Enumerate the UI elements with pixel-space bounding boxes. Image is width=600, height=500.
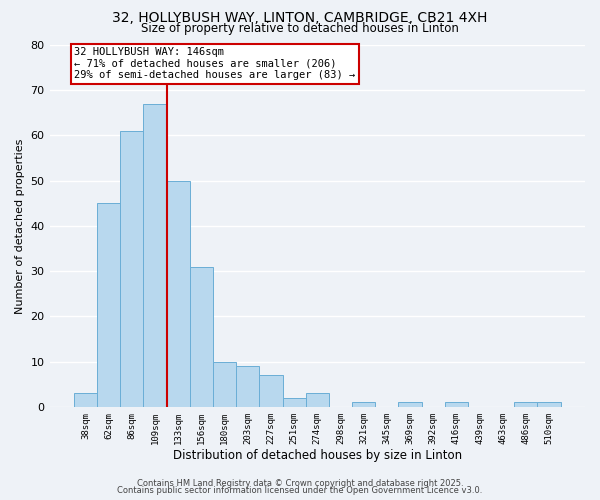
Bar: [398, 402, 422, 407]
Bar: [167, 180, 190, 407]
Bar: [538, 402, 560, 407]
Bar: [190, 266, 213, 407]
Bar: [236, 366, 259, 407]
Bar: [445, 402, 468, 407]
Bar: [352, 402, 375, 407]
Y-axis label: Number of detached properties: Number of detached properties: [15, 138, 25, 314]
Text: Contains public sector information licensed under the Open Government Licence v3: Contains public sector information licen…: [118, 486, 482, 495]
Bar: [120, 131, 143, 407]
Bar: [514, 402, 538, 407]
Bar: [97, 204, 120, 407]
Bar: [213, 362, 236, 407]
Text: Size of property relative to detached houses in Linton: Size of property relative to detached ho…: [141, 22, 459, 35]
Text: 32, HOLLYBUSH WAY, LINTON, CAMBRIDGE, CB21 4XH: 32, HOLLYBUSH WAY, LINTON, CAMBRIDGE, CB…: [112, 11, 488, 25]
Text: 32 HOLLYBUSH WAY: 146sqm
← 71% of detached houses are smaller (206)
29% of semi-: 32 HOLLYBUSH WAY: 146sqm ← 71% of detach…: [74, 48, 356, 80]
Bar: [143, 104, 167, 407]
Bar: [259, 375, 283, 407]
X-axis label: Distribution of detached houses by size in Linton: Distribution of detached houses by size …: [173, 450, 462, 462]
Bar: [283, 398, 305, 407]
Text: Contains HM Land Registry data © Crown copyright and database right 2025.: Contains HM Land Registry data © Crown c…: [137, 478, 463, 488]
Bar: [305, 394, 329, 407]
Bar: [74, 394, 97, 407]
